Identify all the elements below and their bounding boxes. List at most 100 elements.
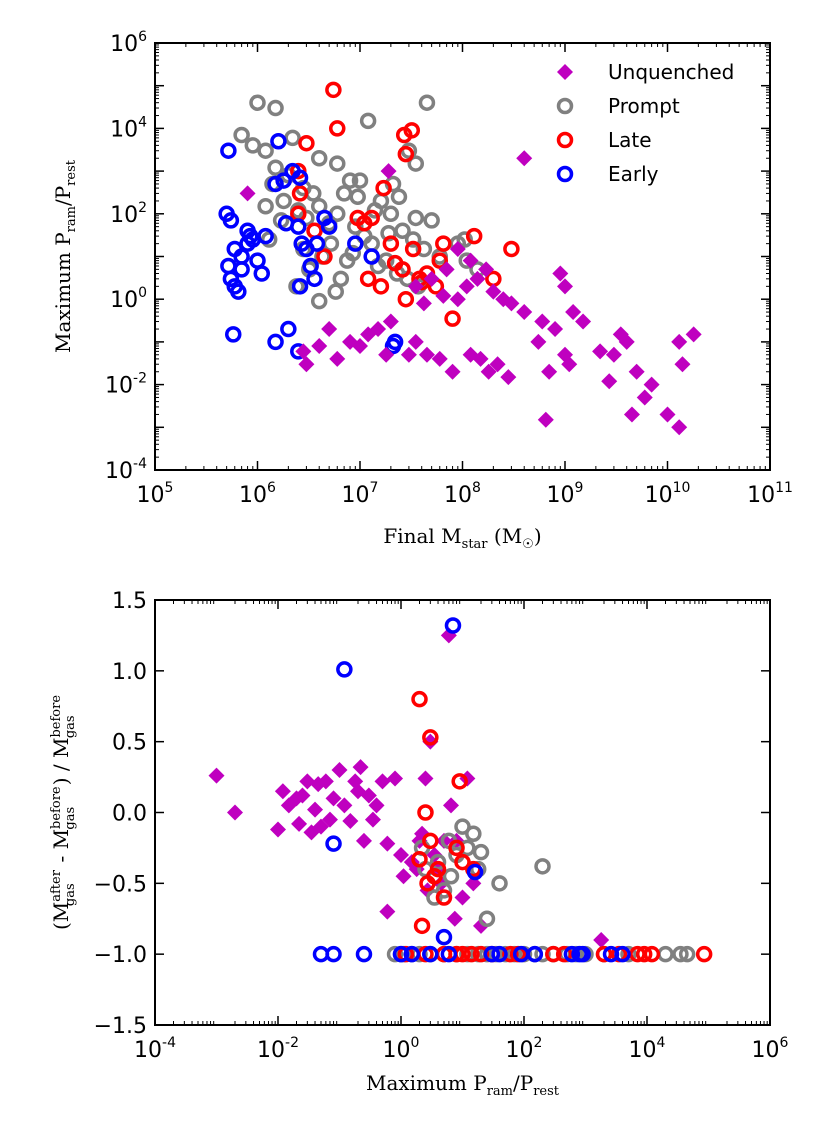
data-point-unquenched — [449, 291, 466, 308]
data-point-prompt — [298, 209, 315, 227]
data-point-early — [233, 261, 250, 278]
data-point-unquenched — [473, 917, 490, 934]
data-point-unquenched — [557, 278, 573, 295]
data-point-unquenched — [605, 346, 622, 363]
data-point-prompt — [472, 843, 490, 861]
bottom-y-tick-label: −1.0 — [94, 943, 147, 968]
data-point-late — [329, 120, 346, 137]
data-point-prompt — [344, 244, 362, 262]
bottom-x-axis-label: Maximum Pram/Prest — [366, 1071, 560, 1099]
data-point-early — [222, 212, 240, 229]
data-point-unquenched — [530, 333, 547, 350]
data-point-prompt — [404, 231, 422, 248]
legend-marker-unquenched — [557, 64, 573, 80]
bottom-y-tick-label: 1.5 — [112, 589, 147, 614]
data-point-unquenched — [368, 797, 385, 814]
data-point-prompt — [382, 205, 400, 223]
data-point-unquenched — [444, 363, 461, 380]
data-point-early — [483, 945, 501, 963]
data-point-unquenched — [208, 767, 225, 784]
data-point-prompt — [257, 198, 274, 215]
data-point-late — [372, 278, 390, 295]
data-point-unquenched — [685, 326, 702, 343]
data-point-late — [465, 227, 483, 245]
data-point-unquenched — [370, 321, 387, 338]
data-point-unquenched — [307, 801, 324, 818]
top-y-tick-label: 106 — [110, 29, 147, 57]
data-point-unquenched — [325, 790, 342, 807]
data-point-early — [363, 248, 380, 265]
data-point-late — [422, 832, 439, 850]
data-point-prompt — [260, 231, 278, 248]
data-point-unquenched — [291, 815, 308, 832]
data-point-unquenched — [462, 252, 479, 269]
data-point-unquenched — [393, 847, 409, 863]
legend-marker-late — [556, 131, 574, 149]
data-point-prompt — [491, 875, 508, 892]
data-point-unquenched — [454, 889, 471, 906]
data-point-late — [298, 134, 315, 152]
data-point-unquenched — [379, 903, 396, 920]
data-point-unquenched — [407, 333, 424, 350]
data-point-prompt — [454, 818, 471, 835]
top-y-tick-label: 10-2 — [105, 371, 147, 399]
data-point-early — [230, 283, 247, 300]
data-point-unquenched — [239, 185, 256, 202]
bottom-y-tick-label: −0.5 — [94, 872, 147, 897]
data-point-early — [249, 252, 266, 269]
data-point-unquenched — [623, 406, 640, 423]
data-point-prompt — [442, 868, 460, 885]
data-point-unquenched — [480, 363, 497, 380]
data-point-unquenched — [360, 787, 377, 804]
data-point-unquenched — [472, 350, 489, 367]
top-y-tick-label: 102 — [110, 200, 147, 228]
data-point-late — [431, 252, 449, 269]
data-point-unquenched — [336, 797, 353, 814]
bottom-y-axis-label: (Maftergas - Mbeforegas) / Mbeforegas — [49, 695, 78, 930]
data-point-early — [267, 333, 284, 351]
data-point-late — [397, 145, 415, 163]
data-point-unquenched — [270, 821, 286, 838]
data-point-late — [316, 248, 333, 265]
data-point-prompt — [329, 205, 346, 223]
data-point-unquenched — [418, 346, 435, 363]
data-point-prompt — [267, 159, 284, 176]
data-point-unquenched — [342, 813, 359, 829]
data-point-unquenched — [601, 373, 618, 390]
top-x-tick-label: 109 — [547, 480, 584, 508]
data-point-late — [291, 185, 309, 202]
data-point-prompt — [341, 172, 359, 189]
data-point-late — [394, 261, 411, 278]
data-point-early — [257, 227, 274, 245]
data-point-late — [435, 235, 452, 252]
data-point-prompt — [418, 94, 436, 111]
data-point-unquenched — [317, 773, 334, 790]
data-point-early — [308, 235, 326, 252]
data-point-prompt — [359, 112, 377, 130]
data-point-prompt — [275, 192, 292, 210]
data-point-unquenched — [395, 868, 412, 885]
top-y-tick-label: 10-4 — [105, 456, 147, 484]
data-point-unquenched — [431, 350, 448, 367]
data-point-unquenched — [438, 261, 455, 278]
data-point-prompt — [233, 126, 250, 144]
data-point-unquenched — [298, 356, 315, 373]
data-point-late — [635, 945, 653, 963]
top-series-unquenched — [239, 150, 702, 436]
data-point-late — [413, 917, 431, 935]
legend-label-early: Early — [608, 162, 659, 186]
bottom-y-tick-label: 0.5 — [112, 731, 147, 756]
data-point-early — [392, 945, 410, 963]
data-point-prompt — [657, 945, 674, 963]
data-point-early — [336, 661, 353, 678]
data-point-prompt — [459, 839, 476, 857]
data-point-prompt — [249, 94, 266, 111]
data-point-early — [384, 337, 402, 355]
data-point-prompt — [349, 188, 366, 206]
data-point-prompt — [426, 889, 443, 906]
data-point-early — [280, 320, 297, 338]
data-point-early — [291, 278, 309, 295]
bottom-points-layer — [208, 617, 713, 963]
data-point-unquenched — [294, 787, 311, 804]
